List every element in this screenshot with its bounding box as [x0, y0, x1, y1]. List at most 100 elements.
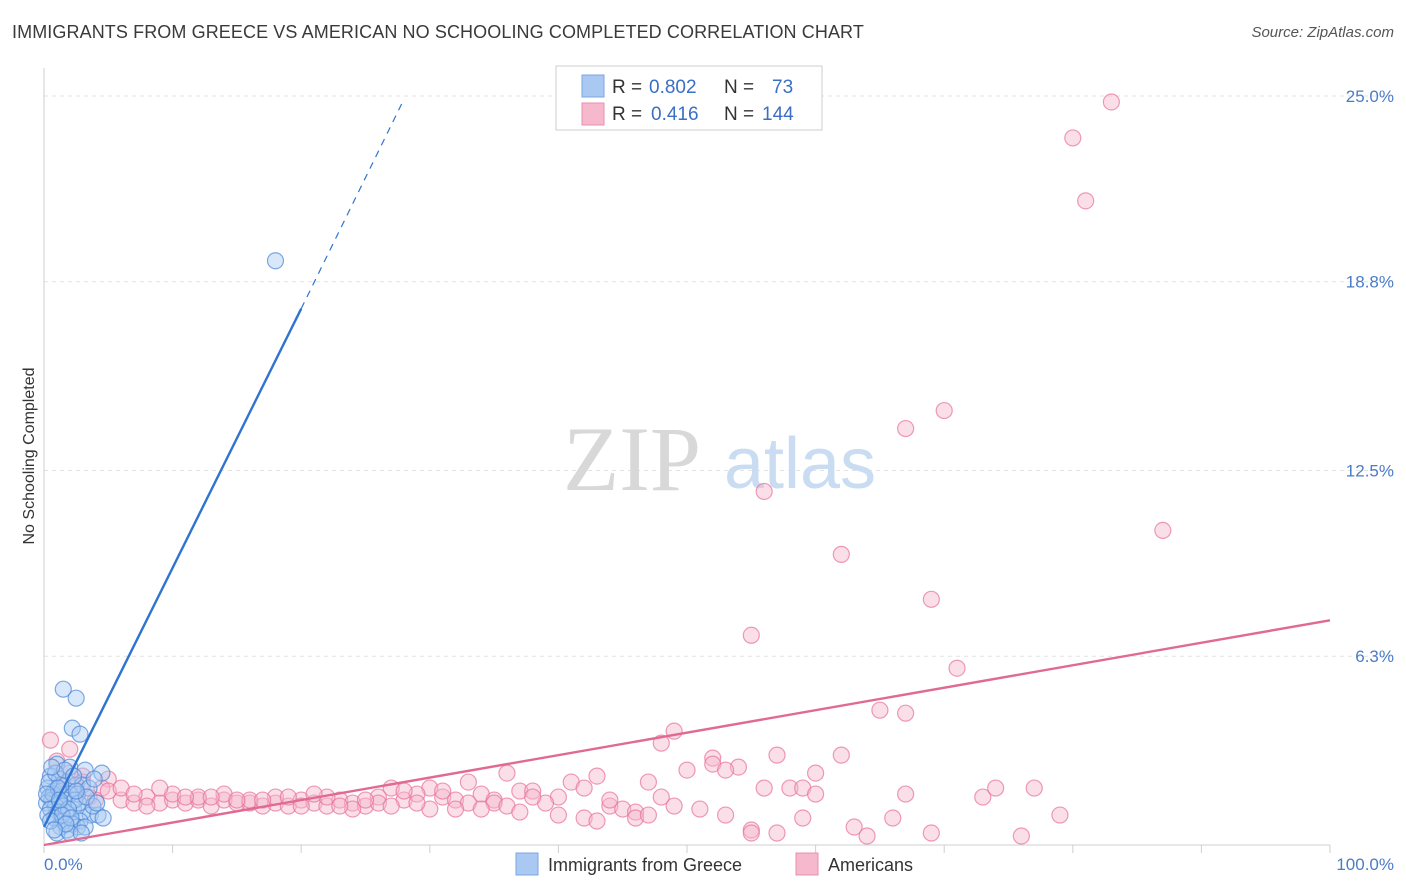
- americans-point-125: [138, 797, 156, 815]
- legend-n-label-1: N =: [724, 104, 754, 125]
- americans-point-91: [691, 800, 709, 818]
- americans-point-1: [1064, 129, 1082, 147]
- americans-point-94: [768, 824, 786, 842]
- greece-trend-extension: [300, 98, 405, 309]
- americans-point-136: [331, 797, 349, 815]
- americans-point-4: [897, 419, 915, 438]
- americans-point-130: [176, 788, 195, 806]
- americans-point-12: [897, 704, 915, 722]
- americans-point-110: [99, 782, 117, 800]
- watermark-atlas: atlas: [724, 424, 876, 504]
- americans-point-116: [292, 797, 310, 815]
- americans-point-25: [806, 764, 825, 782]
- americans-point-18: [704, 749, 722, 767]
- americans-point-99: [922, 824, 940, 842]
- americans-point-3: [935, 401, 953, 420]
- americans-point-42: [806, 785, 825, 803]
- americans-point-95: [794, 809, 812, 827]
- greece-point-2: [67, 689, 85, 707]
- greece-points: [37, 252, 285, 842]
- americans-point-66: [344, 794, 362, 812]
- americans-point-70: [408, 785, 426, 803]
- americans-point-24: [716, 761, 735, 779]
- source-label: Source: ZipAtlas.com: [1251, 24, 1394, 41]
- legend-swatch-pink: [581, 102, 605, 126]
- americans-point-119: [369, 794, 387, 812]
- trend-lines: [42, 98, 1331, 847]
- americans-point-7: [832, 545, 850, 563]
- americans-point-72: [446, 791, 465, 809]
- greece-point-68: [88, 794, 106, 812]
- americans-point-47: [1051, 806, 1069, 824]
- americans-point-39: [781, 779, 799, 797]
- americans-point-30: [459, 773, 477, 791]
- x-tick-100: 100.0%: [1336, 855, 1394, 874]
- americans-point-129: [151, 779, 169, 797]
- americans-point-138: [382, 797, 400, 815]
- americans-point-85: [575, 809, 593, 827]
- americans-point-128: [125, 785, 143, 803]
- legend-r-value-1: 0.416: [651, 104, 699, 125]
- y-tick-label-0: 6.3%: [1355, 647, 1394, 666]
- americans-point-21: [832, 746, 850, 764]
- legend-r-label-1: R =: [612, 104, 642, 125]
- greece-point-67: [85, 770, 103, 788]
- americans-point-131: [202, 788, 220, 806]
- americans-point-92: [716, 806, 735, 824]
- watermark: ZIP atlas: [563, 408, 876, 510]
- americans-point-56: [215, 791, 233, 809]
- americans-point-2: [1077, 192, 1095, 210]
- x-tick-0: 0.0%: [44, 855, 83, 874]
- americans-point-97: [858, 827, 876, 845]
- americans-point-44: [974, 788, 992, 806]
- americans-point-83: [524, 788, 542, 806]
- americans-point-124: [472, 800, 490, 818]
- americans-point-26: [498, 764, 516, 782]
- americans-point-132: [228, 791, 246, 809]
- americans-point-122: [434, 782, 452, 800]
- americans-point-46: [1025, 779, 1043, 797]
- americans-point-79: [652, 788, 670, 806]
- axes: [43, 68, 1331, 853]
- americans-point-6: [1154, 521, 1172, 540]
- americans-point-118: [344, 800, 362, 818]
- americans-point-8: [922, 590, 940, 608]
- americans-point-133: [254, 791, 272, 809]
- americans-point-15: [41, 731, 60, 749]
- grid-lines: [44, 95, 1394, 657]
- americans-points: [41, 93, 1172, 845]
- series-label-greece: Immigrants from Greece: [548, 855, 742, 875]
- americans-point-37: [524, 782, 542, 800]
- americans-point-51: [151, 794, 169, 812]
- americans-point-98: [884, 809, 902, 827]
- americans-point-27: [588, 767, 606, 785]
- americans-point-14: [652, 734, 670, 752]
- series-swatch-americans: [795, 852, 819, 876]
- americans-point-90: [665, 797, 683, 815]
- series-swatch-greece: [515, 852, 539, 876]
- americans-point-29: [99, 770, 117, 788]
- greece-point-58: [43, 758, 61, 776]
- americans-point-137: [356, 791, 375, 809]
- watermark-zip: ZIP: [563, 408, 701, 510]
- americans-point-76: [601, 797, 619, 815]
- greece-point-4: [71, 725, 89, 743]
- americans-point-84: [549, 806, 568, 824]
- americans-point-33: [639, 773, 658, 791]
- americans-point-89: [639, 806, 658, 824]
- greece-point-64: [67, 782, 85, 800]
- y-axis-label: No Schooling Completed: [21, 368, 38, 545]
- y-tick-label-1: 12.5%: [1346, 461, 1394, 480]
- americans-point-9: [742, 626, 760, 644]
- americans-point-87: [601, 791, 619, 809]
- legend-r-value-0: 0.802: [649, 77, 697, 98]
- americans-point-22: [729, 758, 748, 776]
- greece-point-1: [54, 680, 72, 698]
- americans-point-139: [408, 794, 426, 812]
- americans-point-11: [871, 701, 889, 719]
- greece-point-61: [77, 788, 96, 806]
- greece-point-0: [266, 252, 285, 270]
- y-tick-labels: 6.3% 12.5% 18.8% 25.0%: [1346, 87, 1394, 666]
- greece-point-69: [45, 821, 63, 839]
